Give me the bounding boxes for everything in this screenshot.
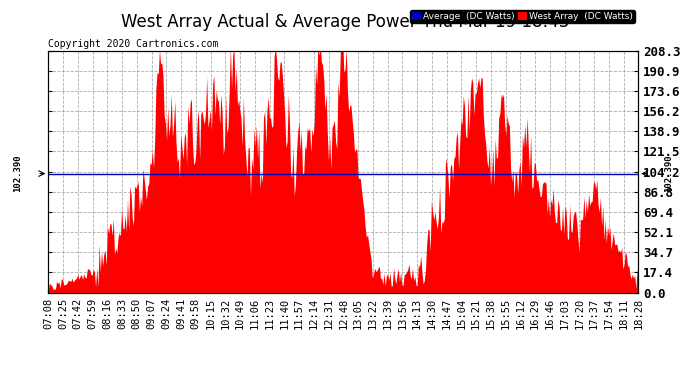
Text: 102.390: 102.390	[664, 155, 673, 192]
Text: 102.390: 102.390	[13, 155, 22, 192]
Text: West Array Actual & Average Power Thu Mar 19 18:43: West Array Actual & Average Power Thu Ma…	[121, 13, 569, 31]
Legend: Average  (DC Watts), West Array  (DC Watts): Average (DC Watts), West Array (DC Watts…	[410, 10, 635, 23]
Text: Copyright 2020 Cartronics.com: Copyright 2020 Cartronics.com	[48, 39, 219, 50]
